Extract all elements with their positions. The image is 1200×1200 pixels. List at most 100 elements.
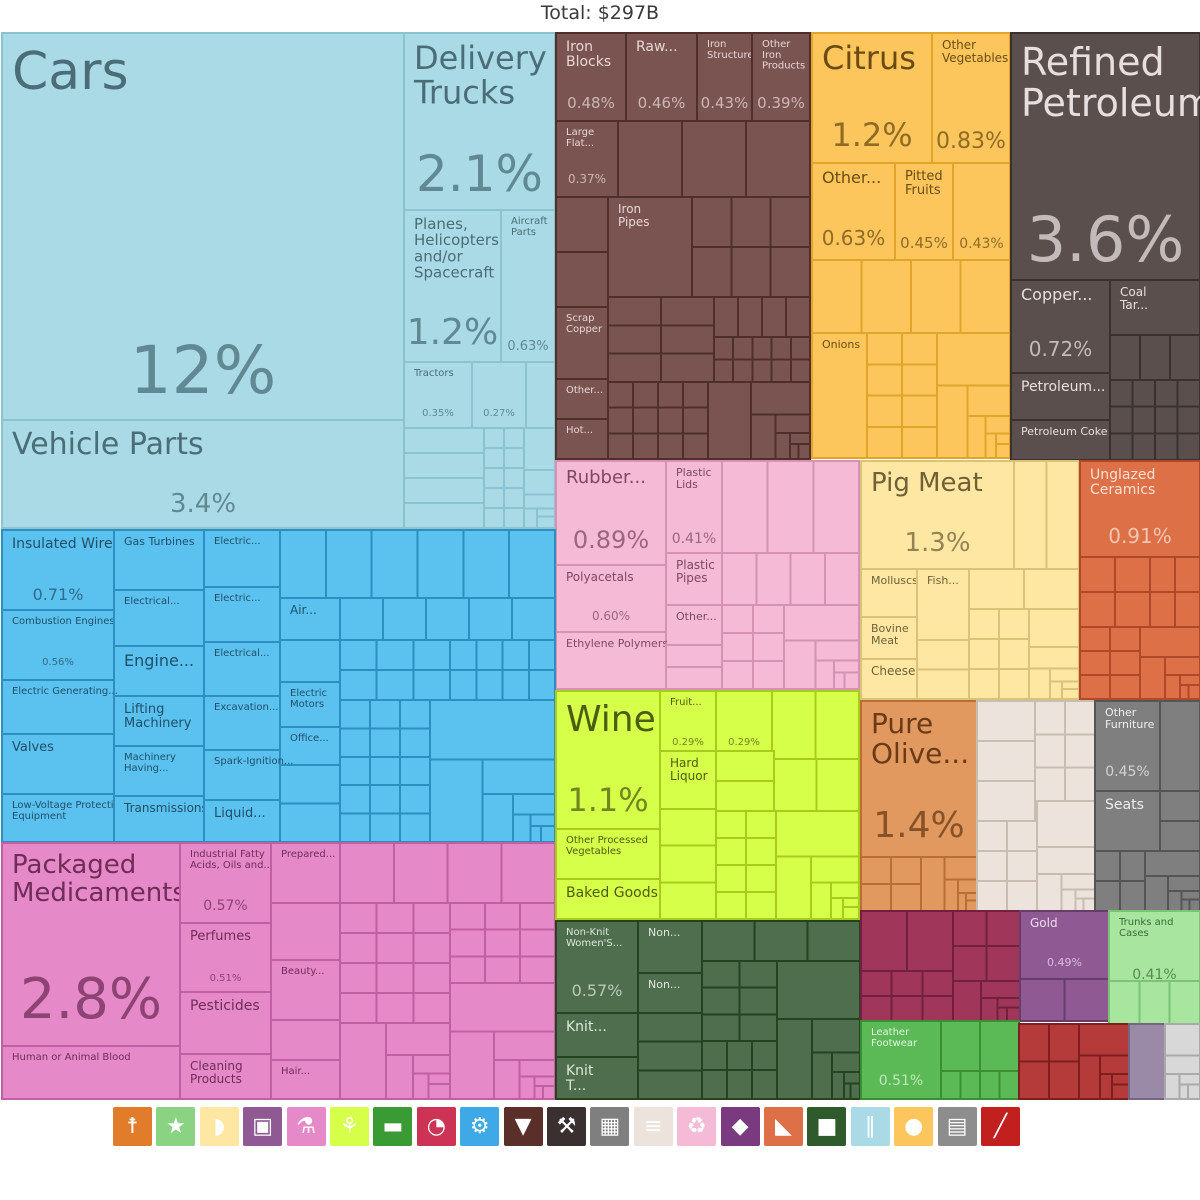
tile-miscellaneous-minor	[1180, 889, 1200, 901]
recycle-icon[interactable]: ♻	[677, 1107, 717, 1146]
tile-wood-products-minor	[1187, 1083, 1200, 1100]
gem-icon[interactable]: ◆	[720, 1107, 760, 1146]
tile-arts-and-antiques-minor	[890, 970, 924, 997]
shoe-icon[interactable]: ▬	[373, 1107, 413, 1146]
tile-plastics-and-rubbers-minor	[832, 671, 846, 691]
tile-foodstuffs-minor	[745, 837, 777, 866]
tile-transportation-minor	[536, 507, 557, 518]
tile-metals-minor	[617, 120, 683, 198]
tile-label-coal-tar: Tar...	[1119, 298, 1148, 312]
tile-stone-and-glass-minor	[1174, 556, 1200, 593]
tile-label-pitted-fruits: Pitted	[905, 169, 943, 184]
tile-label-other-vegetables: Vegetables	[942, 51, 1008, 65]
tile-stone-and-glass-minor	[1079, 674, 1111, 700]
shirt-icon[interactable]: ■	[807, 1107, 847, 1146]
tile-machines-minor	[412, 639, 452, 671]
tile-copper	[1010, 279, 1111, 374]
tile-value-planes-helicopters-and-or-spacecraft: 1.2%	[407, 312, 498, 353]
tile-value-leather-footwear: 0.51%	[879, 1073, 923, 1089]
tile-paper-goods-minor	[1036, 800, 1096, 849]
tile-chemical-products-minor	[375, 992, 415, 1024]
tile-transportation-minor	[403, 452, 485, 479]
tile-label-leather-footwear: Footwear	[871, 1038, 918, 1049]
wheat-icon[interactable]: ⚘	[330, 1107, 369, 1146]
knife-icon[interactable]: ╱	[981, 1107, 1020, 1146]
tile-value-0-43	[952, 162, 1011, 261]
tile-metals-minor	[730, 196, 772, 248]
briefcase-icon[interactable]: ▤	[937, 1107, 977, 1146]
tile-animal-products-minor	[1049, 667, 1080, 683]
tile-plastics-and-rubbers-minor	[814, 659, 835, 690]
pickaxe-icon[interactable]: ⚒	[547, 1107, 586, 1146]
tile-label-petroleum: Petroleum...	[1021, 379, 1105, 395]
bottle-icon[interactable]: ☨	[113, 1107, 152, 1146]
anvil-icon[interactable]: ▼	[503, 1107, 543, 1146]
tile-textiles-minor	[637, 1040, 703, 1072]
picture-frame-icon[interactable]: ▣	[243, 1107, 283, 1146]
tile-aircraft-parts	[500, 209, 556, 363]
tile-label-planes-helicopters-and-or-spacecraft: and/or	[414, 247, 463, 265]
tile-chemical-products-minor	[375, 962, 415, 994]
tile-machines-minor	[429, 758, 484, 844]
tile-paper-goods-minor	[976, 850, 1008, 882]
flask-icon[interactable]: ⚗	[286, 1107, 326, 1146]
tile-transportation-minor	[536, 515, 557, 530]
tile-stone-and-glass-minor	[1079, 556, 1116, 593]
tile-vegetable-products-oils-minor	[965, 891, 979, 902]
star-icon[interactable]: ★	[156, 1107, 196, 1146]
tile-foodstuffs-minor	[715, 810, 747, 839]
tile-footwear-and-headwear-minor	[940, 1070, 962, 1100]
gears-icon[interactable]: ⚙	[460, 1107, 500, 1146]
tile-plastics-and-rubbers-minor	[843, 671, 860, 691]
tile-label-other: Other...	[676, 610, 717, 623]
tile-pitted-fruits	[894, 162, 954, 261]
tile-value-raw: 0.46%	[638, 94, 686, 112]
tile-textiles-minor	[701, 1069, 728, 1100]
tile-label-low-voltage-protection-equipment: Equipment	[12, 811, 66, 822]
tile-miscellaneous-minor	[1094, 850, 1121, 882]
tile-label-packaged-medicaments: Medicaments	[12, 878, 186, 908]
stone-icon[interactable]: ◣	[764, 1107, 803, 1146]
tile-transportation-minor	[403, 477, 485, 504]
tile-electrical	[203, 641, 281, 697]
tile-label-seats: Seats	[1105, 797, 1144, 813]
tile-textiles-minor	[831, 1051, 861, 1074]
tile-value-plastic-lids: 0.41%	[672, 531, 716, 547]
tile-weapons-minor	[1099, 1072, 1114, 1100]
tile-machines-minor	[339, 784, 371, 815]
tile-arts-and-antiques-minor	[952, 910, 988, 947]
tile-vegetable-products-minor	[866, 332, 903, 366]
tile-animal-products-minor	[1061, 687, 1081, 700]
tile-label-pure-olive: Pure	[871, 707, 933, 740]
tile-label-tractors: Tractors	[413, 368, 454, 379]
tile-label-industrial-fatty-acids-oils-and: Acids, Oils and...	[190, 860, 273, 871]
tile-vegetable-products-oils-minor	[965, 899, 979, 912]
tile-animal-products-minor	[1045, 460, 1080, 570]
tile-textiles-minor	[738, 986, 778, 1016]
tile-metals-minor	[761, 296, 787, 338]
tile-pig-meat	[860, 460, 1015, 570]
cubes-icon[interactable]: ▦	[590, 1107, 630, 1146]
tile-mineral-products-minor	[1109, 379, 1134, 408]
gauge-icon[interactable]: ◔	[416, 1107, 456, 1146]
tile-electric-motors	[279, 681, 341, 728]
tile-human-or-animal-blood	[1, 1045, 181, 1100]
tomato-icon[interactable]: ●	[894, 1107, 934, 1146]
tile-metals-minor	[789, 336, 811, 361]
tile-metals-minor	[713, 336, 735, 361]
cow-icon[interactable]: ◗	[199, 1107, 239, 1146]
tile-label-leather-footwear: Leather	[871, 1027, 910, 1038]
tile-label-trunks-and-cases: Cases	[1119, 928, 1149, 939]
tile-stone-and-glass-minor	[1079, 626, 1111, 652]
tile-machines-minor	[501, 669, 530, 701]
tile-value-unglazed-ceramics: 0.91%	[1108, 524, 1172, 548]
tile-metals-minor	[660, 352, 715, 383]
scroll-icon[interactable]: ≡	[633, 1107, 673, 1146]
tile-label-refined-petroleum: Petroleum	[1021, 81, 1200, 125]
tile-machines-minor	[279, 639, 341, 683]
tile-value-other-furniture: 0.45%	[1105, 764, 1149, 780]
road-icon[interactable]: ∥	[850, 1107, 890, 1146]
tile-textiles-minor	[776, 1017, 813, 1100]
tile-machines-minor	[382, 597, 427, 641]
tile-value-0-29	[715, 690, 773, 752]
